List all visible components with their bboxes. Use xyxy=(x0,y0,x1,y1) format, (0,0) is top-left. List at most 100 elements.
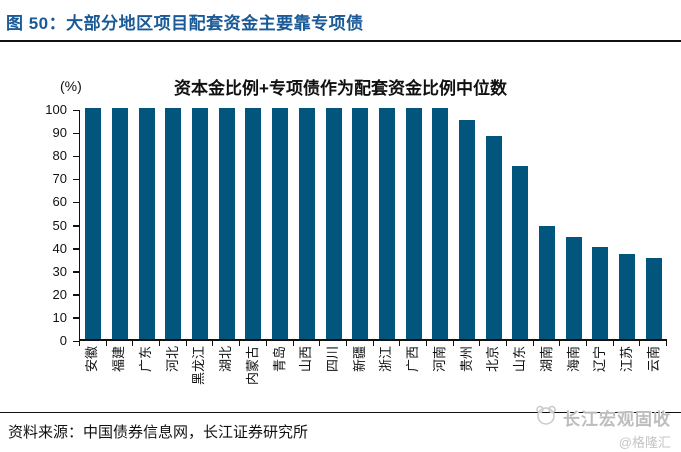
x-label-青岛: 青岛 xyxy=(271,346,287,373)
bar-黑龙江 xyxy=(192,108,209,339)
x-tick-mark xyxy=(294,341,321,346)
y-tick-mark xyxy=(73,109,79,111)
x-tick-mark xyxy=(640,341,668,346)
bar-slot xyxy=(427,108,454,339)
bar-slot xyxy=(640,110,667,339)
bar-内蒙古 xyxy=(245,108,262,339)
x-label-北京: 北京 xyxy=(485,346,501,373)
bar-slot xyxy=(213,108,240,339)
x-tick-mark xyxy=(400,341,427,346)
bar-slot xyxy=(454,110,481,339)
x-label-广东: 广东 xyxy=(137,346,153,373)
bar-slot xyxy=(347,108,374,339)
bar-新疆 xyxy=(352,108,369,339)
bar-山东 xyxy=(512,165,529,339)
bar-湖南 xyxy=(539,225,556,339)
x-axis-ticks xyxy=(79,341,668,346)
bar-浙江 xyxy=(378,108,395,339)
x-label-山西: 山西 xyxy=(298,346,314,373)
plot-area-row: 0 10 20 30 40 50 60 70 80 90 100 xyxy=(0,102,681,348)
y-tick-label: 20 xyxy=(52,286,67,302)
y-tick-label: 0 xyxy=(59,333,67,348)
bar-云南 xyxy=(645,258,662,339)
bar-slot xyxy=(294,108,321,339)
source-text: 资料来源：中国债券信息网，长江证券研究所 xyxy=(8,424,309,441)
x-tick-mark xyxy=(213,341,241,346)
x-label-新疆: 新疆 xyxy=(351,346,367,373)
x-label-河南: 河南 xyxy=(431,346,447,373)
bar-slot xyxy=(107,108,134,339)
bar-广东 xyxy=(138,108,155,339)
x-tick-mark xyxy=(480,341,507,346)
bar-河南 xyxy=(432,108,449,339)
y-tick-label: 40 xyxy=(52,240,67,256)
bar-slot xyxy=(80,108,107,339)
x-label-云南: 云南 xyxy=(645,346,661,373)
y-tick-mark xyxy=(73,248,79,250)
x-label-贵州: 贵州 xyxy=(458,346,474,373)
y-axis: 0 10 20 30 40 50 60 70 80 90 100 xyxy=(0,102,79,348)
x-label-黑龙江: 黑龙江 xyxy=(191,346,207,386)
x-tick-mark xyxy=(80,341,107,346)
y-tick-mark xyxy=(73,340,79,342)
x-tick-mark xyxy=(614,341,641,346)
watermark: 长江宏观固收 @格隆汇 xyxy=(532,404,671,451)
y-axis-unit-label: (%) xyxy=(60,78,82,94)
bar-福建 xyxy=(112,108,129,339)
x-axis-labels: 安徽 福建 广东 河北 黑龙江 湖北 内蒙古 青岛 山西 四川 新疆 浙江 广西 河南 贵州 北京 山东 湖南 海南… xyxy=(79,346,667,408)
x-label-浙江: 浙江 xyxy=(378,346,394,373)
x-tick-mark xyxy=(534,341,561,346)
bar-slot xyxy=(534,110,561,339)
x-label-内蒙古: 内蒙古 xyxy=(244,346,260,386)
y-tick-label: 100 xyxy=(45,102,67,117)
x-tick-mark xyxy=(347,341,374,346)
title-divider xyxy=(0,40,681,42)
x-tick-mark xyxy=(560,341,588,346)
y-tick-mark xyxy=(73,317,79,319)
bar-slot xyxy=(240,108,267,339)
bar-青岛 xyxy=(272,108,289,339)
x-tick-mark xyxy=(240,341,267,346)
y-tick-mark xyxy=(73,225,79,227)
watermark-name: 长江宏观固收 xyxy=(563,410,671,429)
y-tick-mark xyxy=(73,155,79,158)
bar-四川 xyxy=(325,108,342,339)
bar-slot xyxy=(400,108,427,339)
watermark-logo-icon xyxy=(532,404,558,431)
x-tick-mark xyxy=(320,341,347,346)
bar-贵州 xyxy=(458,119,475,339)
x-tick-mark xyxy=(160,341,187,346)
bar-slot xyxy=(507,110,534,339)
x-tick-mark xyxy=(454,341,481,346)
y-tick-mark xyxy=(73,178,79,181)
bar-slot xyxy=(374,108,401,339)
x-tick-mark xyxy=(587,341,614,346)
x-tick-mark xyxy=(507,341,534,346)
x-tick-mark xyxy=(107,341,134,346)
chart-title: 资本金比例+专项债作为配套资金比例中位数 xyxy=(174,79,507,98)
bar-湖北 xyxy=(218,108,235,339)
bar-山西 xyxy=(298,108,315,339)
x-label-广西: 广西 xyxy=(405,346,421,373)
x-label-安徽: 安徽 xyxy=(84,346,100,373)
y-tick-label: 10 xyxy=(52,309,67,325)
bar-slot xyxy=(480,110,507,339)
footer-divider xyxy=(0,412,681,413)
figure-title: 图 50：大部分地区项目配套资金主要靠专项债 xyxy=(6,14,364,33)
bar-slot xyxy=(267,108,294,339)
bar-海南 xyxy=(565,237,582,339)
x-label-海南: 海南 xyxy=(565,346,581,373)
bar-slot xyxy=(133,108,160,339)
x-tick-mark xyxy=(374,341,401,346)
y-tick-mark xyxy=(73,201,79,204)
y-tick-label: 90 xyxy=(52,125,67,141)
y-tick-label: 50 xyxy=(52,217,67,233)
bar-河北 xyxy=(165,108,182,339)
watermark-handle: @格隆汇 xyxy=(618,435,671,450)
x-tick-mark xyxy=(267,341,294,346)
plot-area xyxy=(79,108,667,341)
chart-header: (%) 资本金比例+专项债作为配套资金比例中位数 xyxy=(0,74,681,102)
x-label-四川: 四川 xyxy=(324,346,340,373)
y-tick-label: 70 xyxy=(52,171,67,187)
